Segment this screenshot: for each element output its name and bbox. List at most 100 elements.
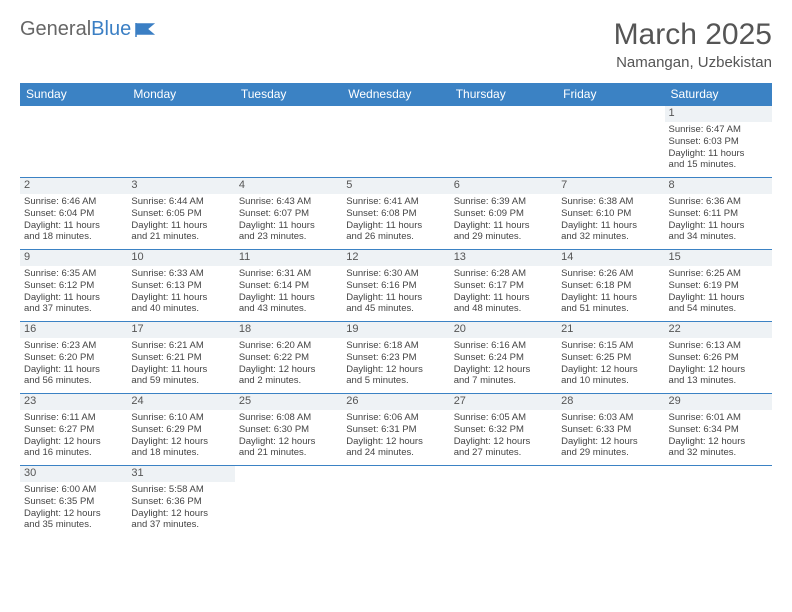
day-sunset: Sunset: 6:34 PM [669,424,768,436]
day-number: 8 [665,178,772,194]
day-sunrise: Sunrise: 6:15 AM [561,340,660,352]
day-daylight1: Daylight: 12 hours [346,436,445,448]
day-daylight1: Daylight: 12 hours [239,436,338,448]
day-sunrise: Sunrise: 6:47 AM [669,124,768,136]
calendar-day-cell: 23Sunrise: 6:11 AMSunset: 6:27 PMDayligh… [20,394,127,466]
calendar-day-cell: 7Sunrise: 6:38 AMSunset: 6:10 PMDaylight… [557,178,664,250]
day-daylight1: Daylight: 12 hours [561,436,660,448]
calendar-day-cell: 4Sunrise: 6:43 AMSunset: 6:07 PMDaylight… [235,178,342,250]
day-daylight2: and 21 minutes. [131,231,230,243]
day-sunrise: Sunrise: 6:20 AM [239,340,338,352]
location: Namangan, Uzbekistan [614,54,772,71]
calendar-day-cell [342,106,449,178]
day-daylight2: and 26 minutes. [346,231,445,243]
weekday-header: Wednesday [342,83,449,106]
calendar-day-cell: 13Sunrise: 6:28 AMSunset: 6:17 PMDayligh… [450,250,557,322]
calendar-day-cell: 9Sunrise: 6:35 AMSunset: 6:12 PMDaylight… [20,250,127,322]
day-number: 15 [665,250,772,266]
day-sunset: Sunset: 6:03 PM [669,136,768,148]
day-sunset: Sunset: 6:13 PM [131,280,230,292]
calendar-day-cell: 12Sunrise: 6:30 AMSunset: 6:16 PMDayligh… [342,250,449,322]
calendar-week-row: 23Sunrise: 6:11 AMSunset: 6:27 PMDayligh… [20,394,772,466]
day-sunset: Sunset: 6:05 PM [131,208,230,220]
day-number: 24 [127,394,234,410]
day-number: 31 [127,466,234,482]
day-number: 28 [557,394,664,410]
day-number: 9 [20,250,127,266]
day-daylight2: and 10 minutes. [561,375,660,387]
day-daylight2: and 32 minutes. [669,447,768,459]
calendar-week-row: 2Sunrise: 6:46 AMSunset: 6:04 PMDaylight… [20,178,772,250]
day-daylight1: Daylight: 12 hours [24,508,123,520]
calendar-table: SundayMondayTuesdayWednesdayThursdayFrid… [20,83,772,538]
day-sunrise: Sunrise: 6:35 AM [24,268,123,280]
day-daylight2: and 51 minutes. [561,303,660,315]
month-title: March 2025 [614,18,772,52]
day-daylight2: and 13 minutes. [669,375,768,387]
calendar-week-row: 1 Sunrise: 6:47 AMSunset: 6:03 PMDaylight… [20,106,772,178]
day-daylight2: and 7 minutes. [454,375,553,387]
day-number: 16 [20,322,127,338]
calendar-day-cell [450,466,557,538]
calendar-day-cell: 11Sunrise: 6:31 AMSunset: 6:14 PMDayligh… [235,250,342,322]
day-number: 1 [665,106,772,122]
day-daylight1: Daylight: 12 hours [561,364,660,376]
day-daylight2: and 24 minutes. [346,447,445,459]
weekday-header: Tuesday [235,83,342,106]
calendar-day-cell [235,106,342,178]
day-daylight1: Daylight: 11 hours [24,364,123,376]
calendar-day-cell: 28Sunrise: 6:03 AMSunset: 6:33 PMDayligh… [557,394,664,466]
day-number: 12 [342,250,449,266]
day-sunrise: Sunrise: 6:38 AM [561,196,660,208]
calendar-day-cell: 6Sunrise: 6:39 AMSunset: 6:09 PMDaylight… [450,178,557,250]
day-sunrise: Sunrise: 6:43 AM [239,196,338,208]
calendar-day-cell: 10Sunrise: 6:33 AMSunset: 6:13 PMDayligh… [127,250,234,322]
day-sunset: Sunset: 6:22 PM [239,352,338,364]
day-daylight1: Daylight: 11 hours [669,148,768,160]
day-sunset: Sunset: 6:04 PM [24,208,123,220]
day-number: 23 [20,394,127,410]
calendar-day-cell: 15Sunrise: 6:25 AMSunset: 6:19 PMDayligh… [665,250,772,322]
day-sunrise: Sunrise: 6:13 AM [669,340,768,352]
calendar-day-cell [450,106,557,178]
calendar-day-cell: 18Sunrise: 6:20 AMSunset: 6:22 PMDayligh… [235,322,342,394]
day-daylight2: and 32 minutes. [561,231,660,243]
day-daylight1: Daylight: 12 hours [131,436,230,448]
day-sunset: Sunset: 6:25 PM [561,352,660,364]
day-sunset: Sunset: 6:09 PM [454,208,553,220]
day-number: 17 [127,322,234,338]
weekday-header: Sunday [20,83,127,106]
weekday-header: Thursday [450,83,557,106]
day-sunrise: Sunrise: 6:39 AM [454,196,553,208]
day-daylight1: Daylight: 11 hours [24,220,123,232]
day-daylight1: Daylight: 12 hours [669,436,768,448]
day-sunset: Sunset: 6:10 PM [561,208,660,220]
day-sunrise: Sunrise: 6:28 AM [454,268,553,280]
day-sunrise: Sunrise: 6:30 AM [346,268,445,280]
day-daylight1: Daylight: 12 hours [131,508,230,520]
day-sunrise: Sunrise: 6:46 AM [24,196,123,208]
day-number: 30 [20,466,127,482]
calendar-day-cell: 20Sunrise: 6:16 AMSunset: 6:24 PMDayligh… [450,322,557,394]
day-daylight2: and 5 minutes. [346,375,445,387]
weekday-header: Saturday [665,83,772,106]
calendar-day-cell: 27Sunrise: 6:05 AMSunset: 6:32 PMDayligh… [450,394,557,466]
calendar-day-cell: 30Sunrise: 6:00 AMSunset: 6:35 PMDayligh… [20,466,127,538]
day-daylight1: Daylight: 12 hours [454,364,553,376]
day-sunrise: Sunrise: 6:08 AM [239,412,338,424]
calendar-day-cell: 3Sunrise: 6:44 AMSunset: 6:05 PMDaylight… [127,178,234,250]
day-daylight1: Daylight: 11 hours [131,364,230,376]
day-sunrise: Sunrise: 6:41 AM [346,196,445,208]
day-sunrise: Sunrise: 6:16 AM [454,340,553,352]
day-sunrise: Sunrise: 5:58 AM [131,484,230,496]
calendar-day-cell: 24Sunrise: 6:10 AMSunset: 6:29 PMDayligh… [127,394,234,466]
day-daylight2: and 40 minutes. [131,303,230,315]
calendar-day-cell: 31Sunrise: 5:58 AMSunset: 6:36 PMDayligh… [127,466,234,538]
day-daylight1: Daylight: 11 hours [561,220,660,232]
weekday-header-row: SundayMondayTuesdayWednesdayThursdayFrid… [20,83,772,106]
weekday-header: Monday [127,83,234,106]
day-sunset: Sunset: 6:26 PM [669,352,768,364]
day-number: 2 [20,178,127,194]
day-number: 5 [342,178,449,194]
day-number: 6 [450,178,557,194]
